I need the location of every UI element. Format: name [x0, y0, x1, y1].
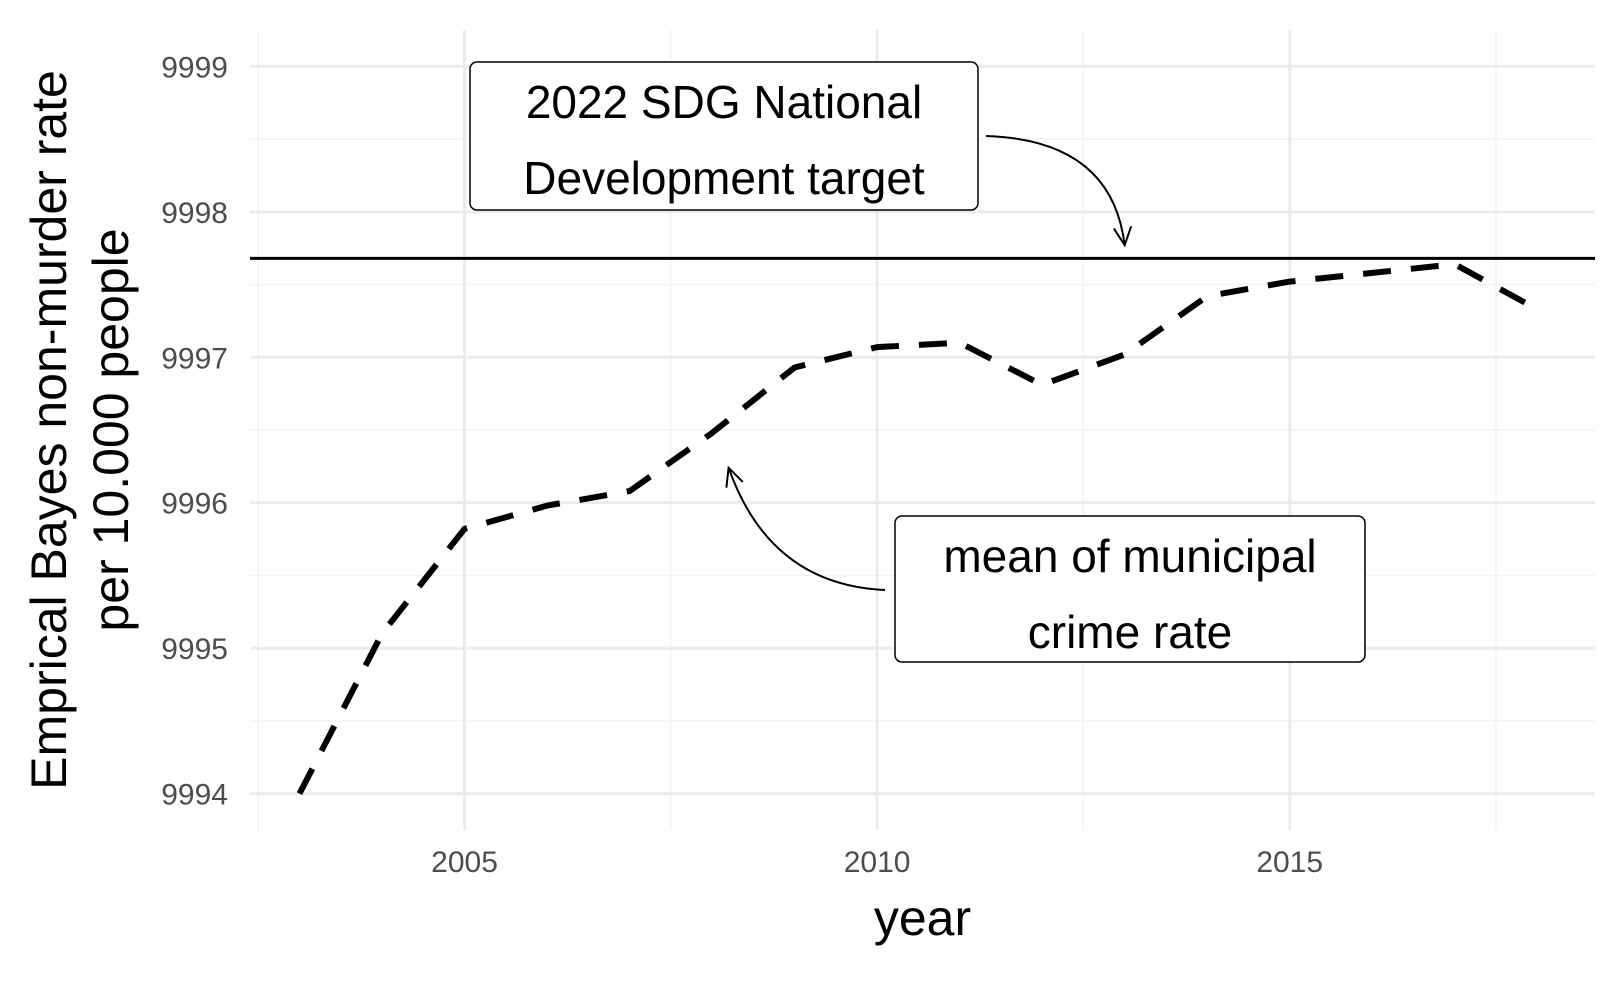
y-tick-label: 9999 [161, 51, 228, 84]
y-tick-label: 9994 [161, 779, 228, 812]
y-axis-title-line: per 10.000 people [83, 228, 139, 631]
x-tick-label: 2015 [1256, 846, 1323, 879]
x-tick-labels: 2005 2010 2015 [431, 846, 1323, 879]
x-tick-label: 2005 [431, 846, 498, 879]
x-axis-title: year [874, 890, 971, 946]
y-tick-label: 9995 [161, 633, 228, 666]
x-tick-label: 2010 [844, 846, 911, 879]
annotations: 2022 SDG National Development target mean … [469, 61, 1366, 663]
annotation-arrow-head [1113, 226, 1133, 248]
annotation-text-line: 2022 SDG National [526, 76, 922, 128]
y-tick-label: 9997 [161, 342, 228, 375]
series-line [296, 261, 1539, 795]
annotation-text-line: Development target [523, 152, 925, 204]
y-tick-label: 9996 [161, 488, 228, 521]
annotation-text-line: crime rate [1028, 606, 1232, 658]
annotation-arrow-head [725, 465, 744, 488]
annotation-arrow [985, 135, 1126, 246]
y-axis-title-line: Emprical Bayes non-murder rate [21, 70, 77, 790]
y-tick-label: 9998 [161, 197, 228, 230]
annotation-box [469, 61, 979, 211]
annotation-text-line: mean of municipal [943, 530, 1316, 582]
series-layer [296, 261, 1539, 795]
annotation-box [894, 515, 1366, 663]
y-tick-labels: 9994 9995 9996 9997 9998 9999 [161, 51, 228, 811]
y-axis-title: Emprical Bayes non-murder rate per 10.000… [21, 70, 139, 790]
annotation-arrow [727, 467, 886, 591]
